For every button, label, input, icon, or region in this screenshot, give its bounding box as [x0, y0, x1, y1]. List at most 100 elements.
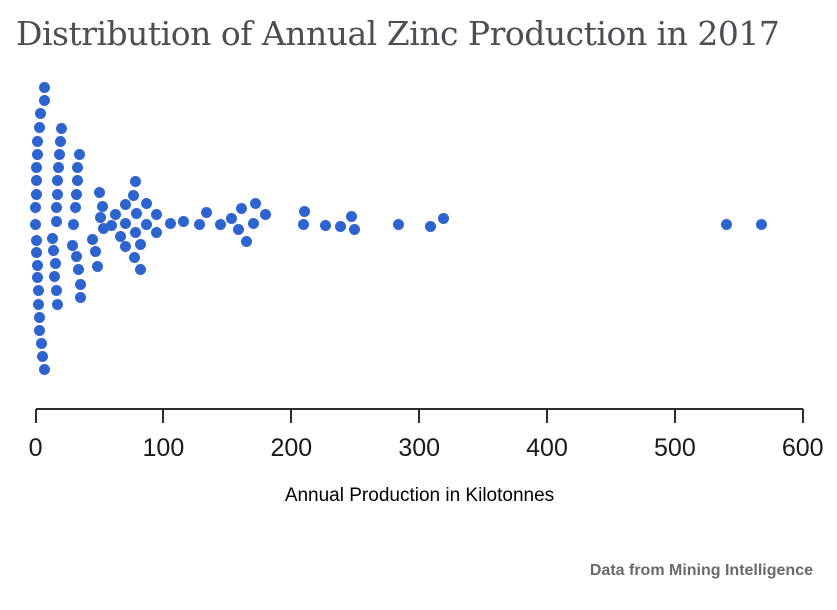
x-axis-tick — [162, 408, 165, 423]
data-point-dot — [90, 246, 102, 257]
data-point-dot — [51, 285, 63, 296]
x-axis-label: Annual Production in Kilotonnes — [284, 485, 555, 506]
data-point-dot — [151, 209, 163, 220]
data-point-dot — [31, 260, 43, 271]
data-point-dot — [52, 299, 63, 310]
data-point-dot — [72, 264, 84, 275]
data-point-dot — [346, 211, 358, 222]
data-point-dot — [30, 202, 42, 213]
data-point-dot — [30, 219, 42, 230]
data-point-dot — [236, 203, 248, 214]
x-axis-tick — [34, 408, 37, 423]
data-point-dot — [177, 216, 189, 227]
data-point-dot — [39, 364, 50, 375]
x-axis-tick — [801, 408, 804, 423]
x-axis-tick-label: 300 — [398, 434, 441, 462]
x-axis-tick — [418, 408, 421, 423]
data-point-dot — [31, 235, 43, 246]
data-point-dot — [164, 218, 176, 229]
data-point-dot — [56, 123, 68, 134]
data-point-dot — [247, 218, 259, 229]
x-axis-tick-label: 0 — [28, 434, 43, 462]
data-point-dot — [38, 82, 50, 93]
x-axis-tick-label: 500 — [654, 434, 696, 462]
data-point-dot — [141, 198, 153, 209]
data-point-dot — [35, 108, 47, 119]
data-point-dot — [298, 206, 310, 217]
x-axis-tick — [546, 408, 548, 423]
data-point-dot — [66, 240, 78, 251]
data-point-dot — [119, 199, 131, 210]
data-point-dot — [71, 189, 83, 200]
data-point-dot — [119, 241, 131, 252]
data-point-dot — [35, 338, 47, 349]
data-point-dot — [38, 95, 50, 106]
data-point-dot — [437, 213, 449, 224]
data-point-dot — [32, 299, 44, 310]
data-point-dot — [72, 162, 84, 173]
data-point-dot — [129, 176, 141, 187]
x-axis-tick-label: 400 — [526, 434, 568, 462]
data-point-dot — [47, 245, 59, 256]
data-point-dot — [319, 220, 331, 231]
data-point-dot — [91, 261, 103, 272]
data-point-dot — [46, 233, 58, 244]
data-point-dot — [67, 219, 79, 230]
data-point-dot — [106, 220, 118, 231]
data-point-dot — [50, 216, 62, 227]
data-point-dot — [97, 223, 109, 234]
data-point-dot — [37, 351, 48, 362]
data-point-dot — [86, 234, 98, 245]
data-point-dot — [74, 279, 86, 290]
x-axis-tick-label: 100 — [142, 434, 185, 462]
data-point-dot — [392, 219, 404, 230]
data-point-dot — [34, 122, 46, 133]
data-point-dot — [48, 271, 60, 282]
data-point-dot — [249, 198, 261, 209]
data-point-dot — [150, 227, 162, 238]
data-point-dot — [259, 209, 271, 220]
data-point-dot — [334, 221, 346, 232]
data-point-dot — [129, 227, 141, 238]
data-point-dot — [226, 213, 238, 224]
data-point-dot — [424, 221, 436, 232]
x-axis-tick — [290, 408, 293, 423]
data-point-dot — [756, 219, 768, 230]
data-point-dot — [134, 239, 146, 250]
data-point-dot — [53, 149, 65, 160]
data-point-dot — [51, 202, 63, 213]
data-point-dot — [54, 136, 66, 147]
data-point-dot — [127, 190, 139, 201]
data-point-dot — [30, 247, 42, 258]
data-point-dot — [214, 219, 226, 230]
data-point-dot — [93, 187, 105, 198]
data-point-dot — [52, 175, 64, 186]
data-point-dot — [297, 219, 309, 230]
data-point-dot — [31, 272, 43, 283]
data-point-dot — [49, 258, 61, 269]
x-axis-tick-label: 200 — [270, 434, 313, 462]
data-point-dot — [241, 236, 253, 247]
data-point-dot — [32, 149, 44, 160]
data-point-dot — [30, 189, 42, 200]
data-point-dot — [32, 285, 44, 296]
data-point-dot — [232, 224, 244, 235]
data-point-dot — [193, 219, 205, 230]
data-point-dot — [70, 202, 82, 213]
credit-text: Data from Mining Intelligence — [589, 562, 813, 579]
data-point-dot — [31, 162, 43, 173]
x-axis-tick — [673, 408, 676, 423]
data-point-dot — [141, 219, 153, 230]
data-point-dot — [52, 162, 64, 173]
chart-title: Distribution of Annual Zinc Production i… — [16, 14, 780, 53]
data-point-dot — [32, 136, 44, 147]
data-point-dot — [349, 224, 360, 235]
data-point-dot — [71, 251, 83, 262]
data-point-dot — [97, 201, 109, 212]
data-point-dot — [31, 175, 43, 186]
data-point-dot — [119, 218, 131, 229]
data-point-dot — [75, 292, 86, 303]
data-point-dot — [134, 264, 146, 275]
data-point-dot — [114, 231, 126, 242]
data-point-dot — [33, 312, 45, 323]
